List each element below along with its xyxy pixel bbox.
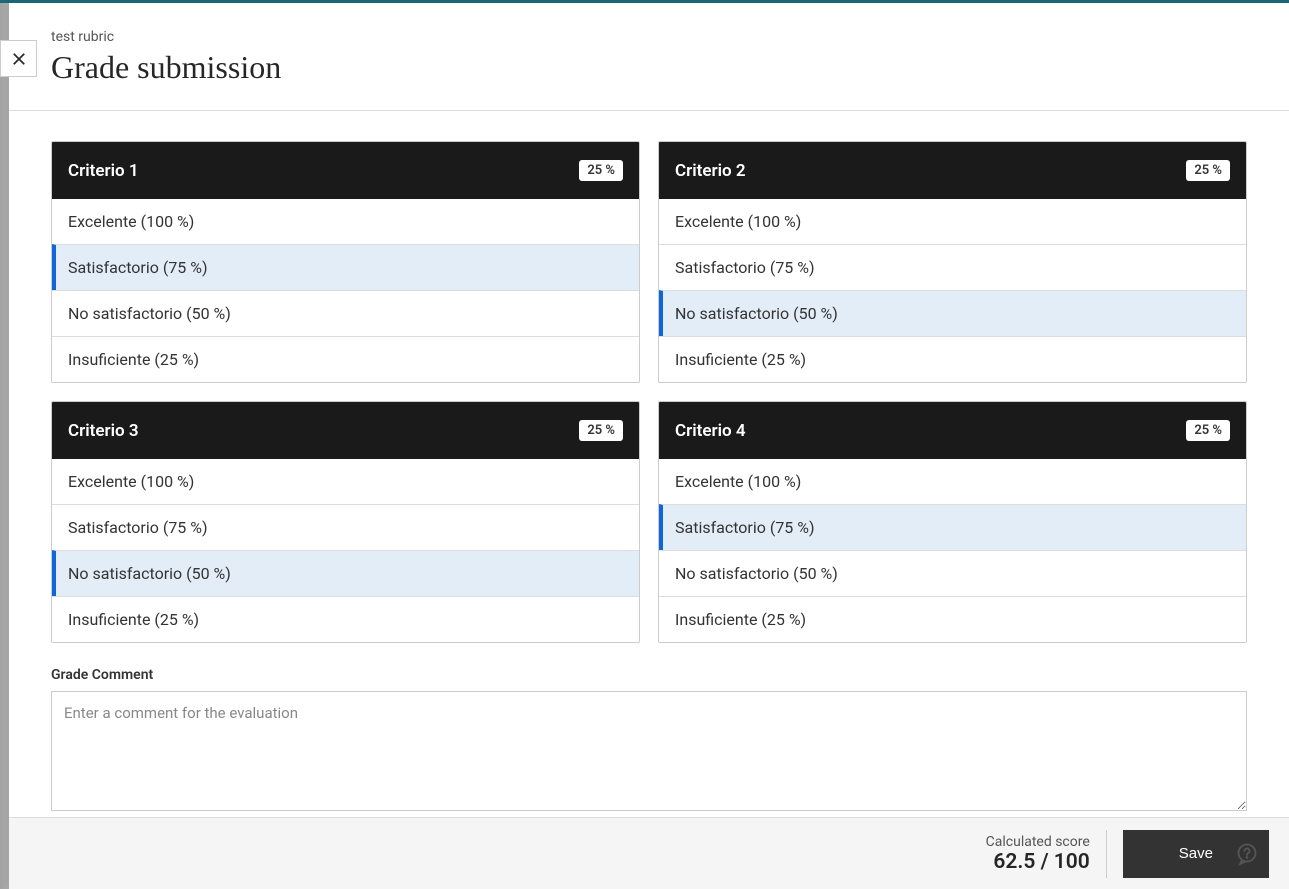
criterion-level[interactable]: No satisfactorio (50 %)	[659, 290, 1246, 336]
criterion-card: Criterio 2 25 % Excelente (100 %)Satisfact…	[658, 141, 1247, 383]
save-button-label: Save	[1179, 845, 1213, 862]
criterion-level[interactable]: Excelente (100 %)	[52, 199, 639, 244]
modal-content: Criterio 125 %Excelente (100 %)Satisfact…	[9, 109, 1289, 817]
criterion-level[interactable]: Satisfactorio (75 %)	[52, 244, 639, 290]
score-value: 62.5 / 100	[986, 850, 1090, 874]
criterion-level[interactable]: Satisfactorio (75 %)	[659, 244, 1246, 290]
criterion-title: Criterio 2	[675, 161, 746, 181]
criterion-level[interactable]: Excelente (100 %)	[52, 459, 639, 504]
criterion-levels: Excelente (100 %)Satisfactorio (75 %)No …	[659, 459, 1246, 642]
criterion-level[interactable]: No satisfactorio (50 %)	[52, 290, 639, 336]
criterion-header: Criterio 2 25 %	[659, 142, 1246, 199]
comment-label: Grade Comment	[51, 667, 1247, 683]
criterion-weight-badge: 25 %	[579, 420, 623, 441]
save-button[interactable]: Save	[1123, 830, 1269, 878]
criterion-level[interactable]: Satisfactorio (75 %)	[659, 504, 1246, 550]
comment-section: Grade Comment	[51, 667, 1247, 815]
criterion-card: Criterio 1 25 % Excelente (100 %)Satisfact…	[51, 141, 640, 383]
criterion-level[interactable]: No satisfactorio (50 %)	[659, 550, 1246, 596]
help-chat-icon	[1235, 842, 1259, 866]
criterion-header: Criterio 3 25 %	[52, 402, 639, 459]
criterion-weight-badge: 25 %	[1186, 420, 1230, 441]
header-subtitle: test rubric	[51, 29, 1247, 45]
modal-footer: Calculated score 62.5 / 100 Save	[9, 817, 1289, 889]
criterion-level[interactable]: Insuficiente (25 %)	[659, 336, 1246, 382]
criterion-card: Criterio 3 25 % Excelente (100 %)Satisfact…	[51, 401, 640, 643]
criterion-weight-badge: 25 %	[1186, 160, 1230, 181]
grade-submission-modal: test rubric Grade submission Criterio 1 2…	[9, 3, 1289, 889]
criterion-level[interactable]: Insuficiente (25 %)	[659, 596, 1246, 642]
close-button[interactable]	[0, 40, 37, 77]
criterion-level[interactable]: Insuficiente (25 %)	[52, 336, 639, 382]
criteria-grid: Criterio 125 %Excelente (100 %)Satisfact…	[51, 141, 1247, 643]
criterion-header: Criterio 4 25 %	[659, 402, 1246, 459]
criterion-level[interactable]: Satisfactorio (75 %)	[52, 504, 639, 550]
help-button[interactable]	[1233, 840, 1261, 868]
criterion-level[interactable]: Insuficiente (25 %)	[52, 596, 639, 642]
criterion-title: Criterio 1	[68, 161, 139, 181]
criterion-levels: Excelente (100 %)Satisfactorio (75 %)No …	[52, 459, 639, 642]
criterion-level[interactable]: Excelente (100 %)	[659, 199, 1246, 244]
criterion-levels: Excelente (100 %)Satisfactorio (75 %)No …	[659, 199, 1246, 382]
page-title: Grade submission	[51, 49, 1247, 86]
modal-header: test rubric Grade submission	[9, 3, 1289, 111]
criterion-header: Criterio 1 25 %	[52, 142, 639, 199]
criterion-levels: Excelente (100 %)Satisfactorio (75 %)No …	[52, 199, 639, 382]
comment-input[interactable]	[51, 691, 1247, 811]
score-label: Calculated score	[986, 834, 1090, 850]
close-icon	[10, 50, 28, 68]
criterion-level[interactable]: Excelente (100 %)	[659, 459, 1246, 504]
criterion-level[interactable]: No satisfactorio (50 %)	[52, 550, 639, 596]
criterion-title: Criterio 3	[68, 421, 139, 441]
criterion-weight-badge: 25 %	[579, 160, 623, 181]
criterion-card: Criterio 4 25 % Excelente (100 %)Satisfact…	[658, 401, 1247, 643]
criterion-title: Criterio 4	[675, 421, 746, 441]
score-block: Calculated score 62.5 / 100	[986, 830, 1107, 878]
